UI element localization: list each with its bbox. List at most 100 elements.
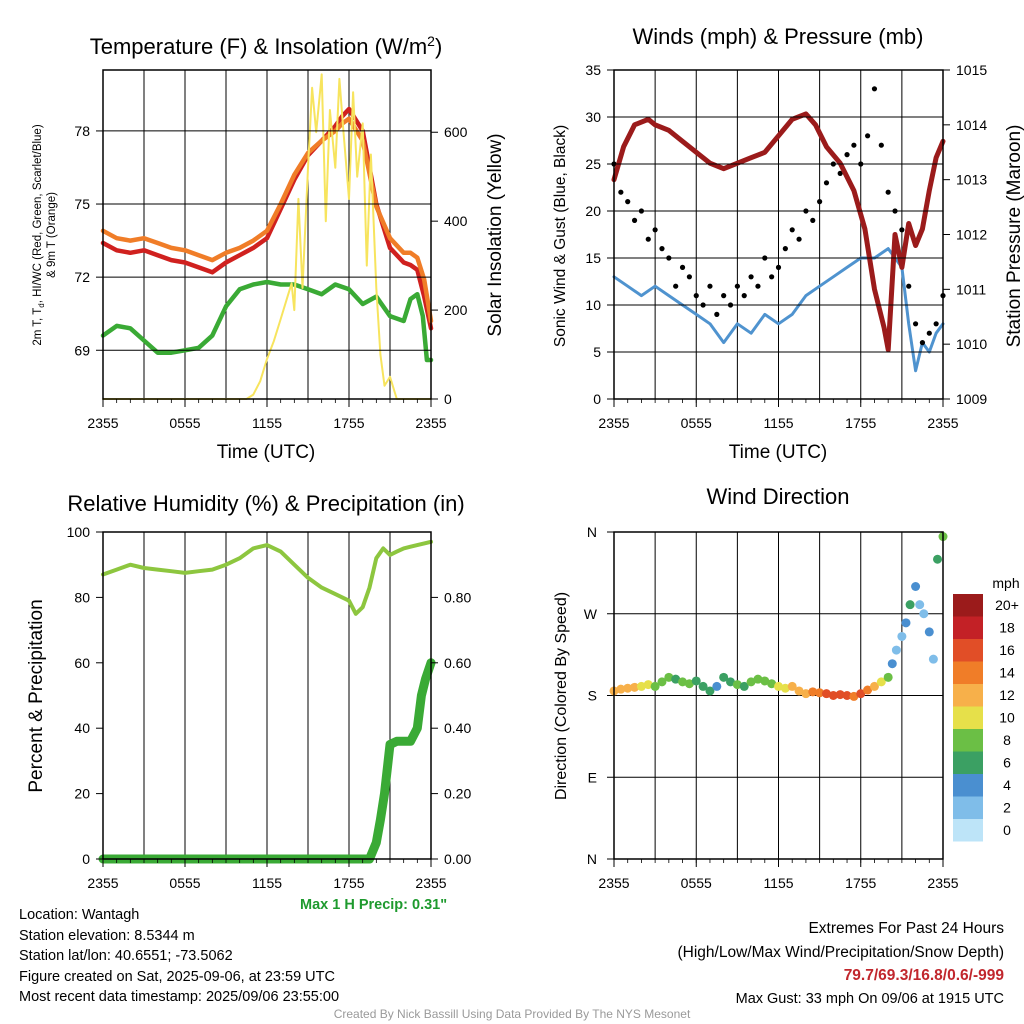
legend-swatch [953, 616, 983, 639]
direction-point [794, 686, 804, 696]
humidity-ytick-label: 100 [67, 524, 91, 540]
legend-label: 0 [1003, 822, 1011, 838]
humidity-left-ylabel: Percent & Precipitation [26, 599, 47, 792]
legend-swatch [953, 751, 983, 774]
humidity-rtick-label: 0.40 [444, 720, 471, 736]
direction-point [787, 681, 797, 691]
direction-point [774, 681, 783, 691]
direction-point [869, 681, 879, 691]
legend-label: 18 [999, 620, 1015, 636]
legend-label: 10 [999, 710, 1015, 726]
humidity-title: Relative Humidity (%) & Precipitation (i… [67, 491, 464, 516]
winds-ytick-label: 30 [585, 109, 601, 125]
direction-point [849, 691, 859, 701]
direction-point [767, 679, 777, 689]
humidity-xtick-label: 2355 [87, 875, 118, 891]
direction-left-ylabel: Direction (Colored By Speed) [553, 592, 570, 800]
legend-swatch [953, 796, 983, 819]
temperature-xtick-label: 1755 [333, 415, 364, 431]
recent-timestamp: Most recent data timestamp: 2025/09/06 2… [19, 989, 340, 1005]
humidity-plot: 2355 0555 1155 1755 2355 0 20 40 60 80 100 0.00 0.20… [67, 524, 472, 891]
winds-plot: 2355 0555 1155 1755 235505101520253035100910… [585, 62, 987, 431]
winds-xtick-label: 1755 [845, 415, 876, 431]
humidity-rtick-label: 0.60 [444, 655, 471, 671]
direction-point [821, 689, 831, 699]
gust-point [899, 227, 905, 233]
station-location: Location: Wantagh [19, 907, 140, 923]
direction-point [933, 554, 943, 564]
gust-point [673, 283, 679, 289]
temperature-xtick-label: 2355 [415, 415, 446, 431]
direction-point [671, 674, 681, 684]
temperature-left-ylabel: 2m T, Td, HI/WC (Red, Green, Scarlet/Blu… [32, 124, 46, 345]
direction-point [905, 600, 915, 610]
direction-point [643, 680, 653, 690]
legend-swatch [953, 774, 983, 797]
credit-line: Created By Nick Bassill Using Data Provi… [333, 1007, 691, 1021]
gust-point [686, 274, 692, 280]
direction-point [636, 681, 646, 691]
gust-point [837, 170, 843, 176]
gust-point [885, 189, 891, 195]
winds-ytick-label: 5 [593, 344, 601, 360]
direction-point [684, 679, 694, 689]
direction-point [753, 674, 763, 684]
rh-line [101, 539, 433, 616]
temperature-right-ylabel: Solar Insolation (Yellow) [485, 133, 506, 336]
direction-ytick-label: N [587, 851, 597, 867]
gust-point [844, 152, 850, 158]
legend-label: 16 [999, 642, 1015, 658]
direction-point [623, 683, 633, 693]
gust-point [734, 283, 740, 289]
direction-point [746, 677, 756, 687]
direction-point [705, 686, 715, 696]
humidity-xtick-label: 1755 [333, 875, 364, 891]
direction-point [760, 676, 770, 686]
direction-point [901, 618, 911, 628]
temperature-rtick-label: 400 [444, 213, 468, 229]
legend-swatch [953, 594, 983, 617]
gust-point [796, 236, 802, 242]
direction-xtick-label: 1755 [845, 875, 876, 891]
direction-point [678, 677, 688, 687]
winds-ytick-label: 0 [593, 391, 601, 407]
extremes-title: Extremes For Past 24 Hours [808, 920, 1004, 937]
gust-point [721, 293, 727, 299]
winds-rtick-label: 1014 [956, 117, 987, 133]
legend-swatch [953, 684, 983, 707]
gust-point [659, 246, 665, 252]
direction-point [919, 609, 929, 619]
station-elevation: Station elevation: 8.5344 m [19, 927, 195, 944]
gust-point [693, 293, 699, 299]
direction-point [719, 672, 729, 682]
gust-point [755, 283, 761, 289]
direction-point [924, 627, 934, 637]
temperature-left-ylabel-line2: & 9m T (Orange) [46, 192, 58, 278]
direction-legend-unit: mph [992, 575, 1019, 591]
direction-point [911, 582, 921, 591]
gust-point [714, 311, 720, 317]
legend-label: 2 [1003, 800, 1011, 816]
winds-xlabel: Time (UTC) [729, 442, 828, 463]
figure-created: Figure created on Sat, 2025-09-06, at 23… [19, 968, 335, 985]
gust-point [789, 227, 795, 233]
direction-point [726, 677, 736, 687]
humidity-xtick-label: 1155 [252, 875, 282, 891]
gust-point [707, 283, 713, 289]
winds-ytick-label: 10 [585, 297, 601, 313]
legend-swatch [953, 639, 983, 662]
direction-point [891, 645, 901, 655]
legend-swatch [953, 706, 983, 729]
legend-swatch [953, 819, 983, 842]
gust-point [810, 217, 816, 223]
direction-ytick-label: W [584, 606, 598, 622]
legend-swatch [953, 661, 983, 684]
temperature-xtick-label: 1155 [252, 415, 282, 431]
legend-label: 6 [1003, 755, 1011, 771]
humidity-ytick-label: 20 [74, 786, 90, 802]
direction-point [828, 691, 838, 700]
direction-point [808, 687, 818, 697]
max-precip-note: Max 1 H Precip: 0.31" [300, 897, 448, 913]
